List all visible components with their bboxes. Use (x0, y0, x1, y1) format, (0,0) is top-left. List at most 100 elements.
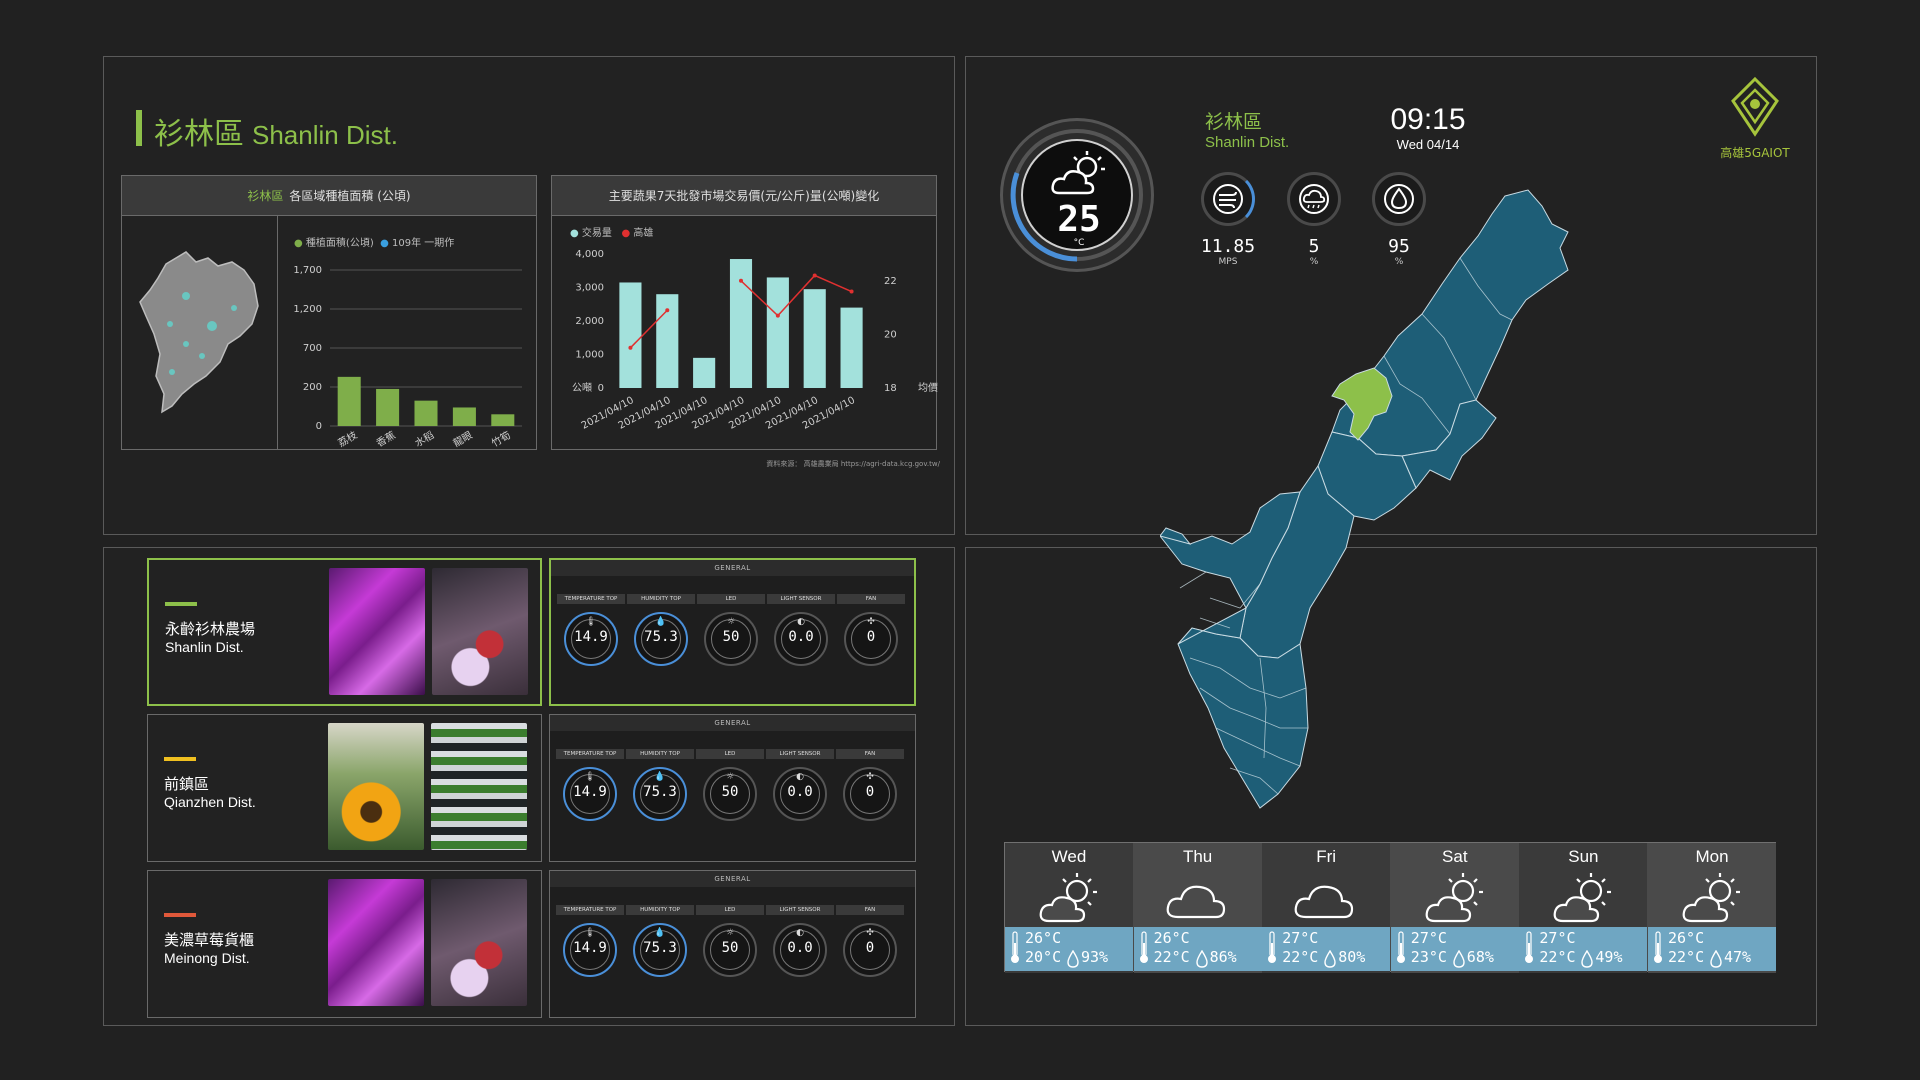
farm-row-shanlin[interactable]: 永齡衫林農場 Shanlin Dist. (147, 558, 542, 706)
sensor-gauge: TEMPERATURE TOP 🌡 14.9 (557, 594, 625, 694)
farm-photo-led-racks (328, 879, 424, 1006)
district-mini-map (139, 251, 259, 414)
gauge-inner-ring (780, 774, 820, 814)
farm-color-dash (164, 913, 196, 917)
planting-area-card: 衫林區 各區域種植面積 (公頃) ● 種植面積(公頃) ● 109年 一期作 1,… (121, 175, 537, 450)
card-title: 各區域種植面積 (公頃) (289, 189, 411, 203)
wind-metric: 11.85 MPS (1198, 172, 1258, 267)
gauge-label: HUMIDITY TOP (626, 905, 694, 915)
forecast-high: 27°C (1282, 929, 1319, 947)
droplet-icon (1453, 950, 1465, 968)
cloud-icon (1164, 871, 1232, 925)
forecast-humidity: 47% (1724, 948, 1752, 966)
sensor-panel-header: GENERAL (550, 715, 915, 731)
gauge-label: LED (696, 749, 764, 759)
brand-logo: 高雄5GAIOT (1710, 76, 1800, 161)
farm-row-meinong[interactable]: 美濃草莓貨櫃 Meinong Dist. (147, 870, 542, 1018)
shanlin-district-highlight[interactable] (1331, 367, 1393, 441)
gauge-inner-ring (850, 930, 890, 970)
gauge-value: 75.3 (643, 940, 677, 956)
sensor-gauge: TEMPERATURE TOP 🌡 14.9 (556, 905, 624, 1005)
y-tick-label: 200 (303, 382, 322, 393)
y-right-tick-label: 20 (884, 329, 897, 340)
gauge-inner-ring (570, 930, 610, 970)
forecast-high: 26°C (1668, 929, 1705, 947)
fan-icon: ✣ (866, 928, 874, 938)
forecast-low: 22°C (1668, 948, 1705, 966)
droplet-icon (1581, 950, 1594, 968)
droplet-icon (1195, 950, 1208, 968)
gauge-value: 75.3 (644, 629, 678, 645)
sensor-panel-meinong[interactable]: GENERAL TEMPERATURE TOP 🌡 14.9 HUMIDITY TOP… (549, 870, 916, 1018)
gauge-label: HUMIDITY TOP (626, 749, 694, 759)
rain-unit: % (1309, 257, 1319, 267)
farm-row-qianzhen[interactable]: 前鎮區 Qianzhen Dist. (147, 714, 542, 862)
forecast-low: 23°C (1410, 948, 1447, 966)
forecast-humidity: 49% (1595, 948, 1623, 966)
sensor-panel-qianzhen[interactable]: GENERAL TEMPERATURE TOP 🌡 14.9 HUMIDITY TOP… (549, 714, 916, 862)
gauge-label: FAN (836, 749, 904, 759)
legend-area: 種植面積(公頃) (305, 238, 374, 249)
gauge-value: 0 (866, 629, 876, 645)
farm-name-en: Shanlin Dist. (165, 639, 244, 655)
dial-inner (1021, 139, 1133, 251)
farm-name-zh: 美濃草莓貨櫃 (164, 931, 255, 949)
thermometer-icon (1396, 931, 1405, 963)
forecast-day[interactable]: Sat 27°C 23°C 68% (1390, 843, 1519, 973)
x-tick-label: 龍眼 (451, 428, 475, 448)
forecast-day[interactable]: Mon 26°C 22°C 47% (1648, 843, 1776, 973)
sun-icon: ☼ (725, 928, 735, 938)
humidity-unit: % (1394, 257, 1404, 267)
forecast-humidity: 86% (1209, 948, 1237, 966)
page-title-zh: 衫林區 (154, 117, 244, 152)
farm-photo-sunflower (328, 723, 424, 850)
forecast-high: 27°C (1410, 929, 1447, 947)
gauge-label: TEMPERATURE TOP (556, 749, 624, 759)
gauge-ring: ✣ 0 (843, 923, 897, 977)
thermometer-icon (1011, 931, 1019, 963)
bar (491, 414, 515, 426)
sensor-gauge: LIGHT SENSOR ◐ 0.0 (766, 905, 834, 1005)
current-weather-dial: 25 °C (1000, 118, 1154, 272)
gauge-ring: 💧 75.3 (634, 612, 688, 666)
gauge-inner-ring (780, 930, 820, 970)
thermometer-icon: 🌡 (585, 617, 597, 627)
kaohsiung-district-map[interactable] (1160, 188, 1680, 818)
gauge-value: 14.9 (574, 629, 608, 645)
forecast-day[interactable]: Fri 27°C 22°C 80% (1262, 843, 1391, 973)
forecast-strip: Wed 26°C 20°C 93% Thu 26°C 22°C 86% Fri 27°C 22°C 8… (1004, 842, 1776, 973)
gauge-value: 0.0 (788, 629, 814, 645)
rain-cloud-icon (1299, 184, 1329, 214)
sensor-panel-header: GENERAL (550, 871, 915, 887)
gauge-value: 0.0 (787, 940, 813, 956)
droplet-icon (1710, 950, 1722, 968)
market-price-card: 主要蔬果7天批發市場交易價(元/公斤)量(公噸)變化 ● 交易量 ● 高雄 4,… (551, 175, 938, 450)
droplet-icon (1324, 950, 1336, 968)
forecast-humidity: 80% (1338, 948, 1366, 966)
sensor-gauge: FAN ✣ 0 (836, 749, 904, 849)
sensor-gauge: FAN ✣ 0 (837, 594, 905, 694)
forecast-day[interactable]: Thu 26°C 22°C 86% (1133, 843, 1262, 973)
forecast-day-footer: 26°C 22°C 47% (1648, 927, 1776, 971)
gauge-inner-ring (570, 774, 610, 814)
droplet-icon (1384, 184, 1414, 214)
clock-date: Wed 04/14 (1396, 137, 1460, 152)
gauge-ring: ☼ 50 (703, 767, 757, 821)
humidity-icon-ring (1372, 172, 1426, 226)
gauge-label: LIGHT SENSOR (766, 905, 834, 915)
droplet-icon (1067, 950, 1079, 968)
forecast-low: 22°C (1153, 948, 1190, 966)
sensor-panel-shanlin[interactable]: GENERAL TEMPERATURE TOP 🌡 14.9 HUMIDITY TOP… (549, 558, 916, 706)
volume-bar (803, 289, 826, 388)
gauge-label: TEMPERATURE TOP (557, 594, 625, 604)
forecast-humidity: 93% (1081, 948, 1109, 966)
y-tick-label: 1,200 (293, 304, 322, 315)
sensor-gauge: FAN ✣ 0 (836, 905, 904, 1005)
current-temperature: 25 (1057, 199, 1101, 240)
light-icon: ◐ (796, 928, 804, 938)
sensor-gauge: HUMIDITY TOP 💧 75.3 (626, 905, 694, 1005)
forecast-day-name: Sat (1442, 847, 1468, 866)
forecast-day[interactable]: Sun 27°C 22°C 49% (1519, 843, 1648, 973)
forecast-day[interactable]: Wed 26°C 20°C 93% (1005, 843, 1133, 973)
forecast-day-footer: 26°C 20°C 93% (1005, 927, 1133, 971)
